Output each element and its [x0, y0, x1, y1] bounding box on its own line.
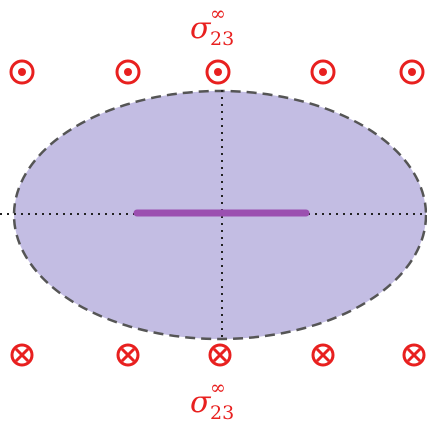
- label-base: σ: [190, 385, 212, 420]
- cross-symbol: [116, 343, 140, 367]
- dot-center: [408, 68, 416, 76]
- bottom-label: σ ∞ 23: [190, 377, 234, 424]
- label-sup: ∞: [210, 377, 226, 399]
- dot-row: [9, 59, 425, 85]
- cross-symbol: [311, 343, 335, 367]
- dot-symbol: [9, 59, 35, 85]
- dot-center: [214, 68, 222, 76]
- dot-center: [319, 68, 327, 76]
- dot-center: [18, 68, 26, 76]
- label-sub: 23: [210, 28, 234, 50]
- dot-symbol: [310, 59, 336, 85]
- dot-centers: [18, 68, 416, 76]
- label-base: σ: [190, 11, 212, 46]
- label-sub: 23: [210, 402, 234, 424]
- cross-symbol: [10, 343, 34, 367]
- dot-symbol: [115, 59, 141, 85]
- label-sup: ∞: [210, 3, 226, 25]
- top-label: σ ∞ 23: [190, 3, 234, 50]
- cross-symbol: [208, 343, 232, 367]
- dot-symbol: [399, 59, 425, 85]
- cross-row: [10, 343, 426, 367]
- cross-symbol: [402, 343, 426, 367]
- dot-symbol: [205, 59, 231, 85]
- dot-center: [124, 68, 132, 76]
